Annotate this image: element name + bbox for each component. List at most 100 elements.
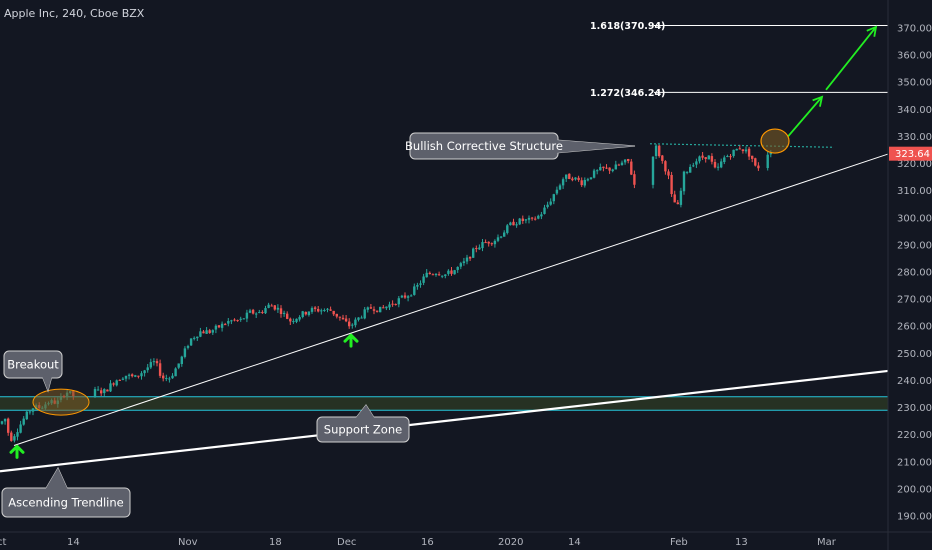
x-tick-label: 2020 xyxy=(498,537,523,548)
candle-body xyxy=(224,324,227,326)
candle-body xyxy=(589,177,593,180)
y-tick-label: 240.00 xyxy=(897,376,932,387)
candle-body xyxy=(217,325,221,328)
candle-body xyxy=(134,375,137,377)
candle-body xyxy=(127,374,131,376)
candle-body xyxy=(13,436,16,441)
candle-body xyxy=(323,309,326,312)
target-arrow-2-icon xyxy=(825,26,877,91)
candle-body xyxy=(230,320,233,322)
trendline-callout: Ascending Trendline xyxy=(1,466,131,518)
y-tick-label: 270.00 xyxy=(897,295,932,306)
x-tick-label: 14 xyxy=(67,537,80,548)
candle-body xyxy=(310,308,314,312)
candle-body xyxy=(320,310,323,312)
candle-body xyxy=(422,276,425,283)
candle-body xyxy=(751,155,754,159)
candle-body xyxy=(369,307,373,309)
fib-level-label: 1.618(370.94) xyxy=(590,21,665,32)
x-tick-label: 14 xyxy=(568,537,581,548)
candle-body xyxy=(289,318,292,322)
candle-body xyxy=(428,272,431,275)
candle-body xyxy=(583,179,586,186)
candle-body xyxy=(757,165,760,169)
candle-body xyxy=(503,232,506,237)
candle-body xyxy=(165,378,168,380)
candle-body xyxy=(406,296,410,298)
support-zone-callout-label: Support Zone xyxy=(324,423,402,437)
candle-body xyxy=(338,316,342,318)
candle-body xyxy=(487,241,490,244)
candle-body xyxy=(357,317,360,320)
candle-body xyxy=(620,162,624,166)
candle-body xyxy=(707,155,710,160)
y-tick-label: 280.00 xyxy=(897,268,932,279)
candle-body xyxy=(258,311,261,314)
candle-body xyxy=(273,305,276,310)
candle-body xyxy=(22,418,25,425)
candle-body xyxy=(574,177,577,180)
candle-body xyxy=(344,318,348,322)
candle-body xyxy=(596,170,599,172)
candle-body xyxy=(360,317,363,319)
candle-body xyxy=(115,380,118,386)
candle-body xyxy=(304,311,307,315)
candle-body xyxy=(456,266,459,270)
candle-body xyxy=(534,218,537,220)
trendline-callout-pointer-fill xyxy=(45,468,68,490)
candle-body xyxy=(270,305,273,307)
candle-body xyxy=(193,337,196,339)
current-price-badge xyxy=(889,146,932,161)
y-tick-label: 310.00 xyxy=(897,186,932,197)
candle-body xyxy=(592,170,596,178)
candle-body xyxy=(245,312,249,319)
candle-body xyxy=(695,161,698,165)
candle-body xyxy=(403,295,407,298)
candle-body xyxy=(766,154,769,169)
candle-body xyxy=(106,389,109,392)
candle-body xyxy=(214,325,218,330)
candle-body xyxy=(251,309,255,314)
candle-body xyxy=(292,321,295,323)
candle-body xyxy=(227,321,230,324)
candle-body xyxy=(121,378,125,380)
y-tick-label: 300.00 xyxy=(897,213,932,224)
annotations: Breakout Support Zone Ascending Trendline B… xyxy=(1,25,878,518)
candle-body xyxy=(168,378,171,380)
candle-body xyxy=(633,174,636,185)
up-arrow-icon xyxy=(343,333,359,348)
candle-body xyxy=(261,312,264,314)
candle-body xyxy=(211,330,214,333)
candle-body xyxy=(416,284,419,287)
y-tick-label: 290.00 xyxy=(897,240,932,251)
y-tick-label: 360.00 xyxy=(897,51,932,62)
candle-body xyxy=(490,243,493,245)
candle-body xyxy=(732,149,735,156)
candle-body xyxy=(565,174,568,179)
candle-body xyxy=(341,317,345,320)
x-tick-label: 13 xyxy=(735,537,748,548)
candle-body xyxy=(295,318,298,322)
candle-body xyxy=(524,219,528,221)
candle-body xyxy=(527,217,531,220)
candle-body xyxy=(481,242,484,249)
candle-body xyxy=(710,156,714,162)
candle-body xyxy=(174,368,177,377)
candle-body xyxy=(379,306,382,313)
y-tick-label: 260.00 xyxy=(897,322,932,333)
bullish-structure-callout: Bullish Corrective Structure xyxy=(405,132,636,160)
candle-body xyxy=(25,411,28,420)
candle-body xyxy=(713,161,717,168)
y-tick-label: 340.00 xyxy=(897,105,932,116)
candle-body xyxy=(400,295,404,298)
candle-body xyxy=(599,167,602,171)
candle-body xyxy=(738,148,741,150)
candle-body xyxy=(698,156,701,162)
candle-body xyxy=(298,317,301,320)
candle-body xyxy=(31,408,35,412)
candle-body xyxy=(546,204,549,207)
x-tick-label: Mar xyxy=(817,537,837,548)
candle-body xyxy=(568,173,571,180)
